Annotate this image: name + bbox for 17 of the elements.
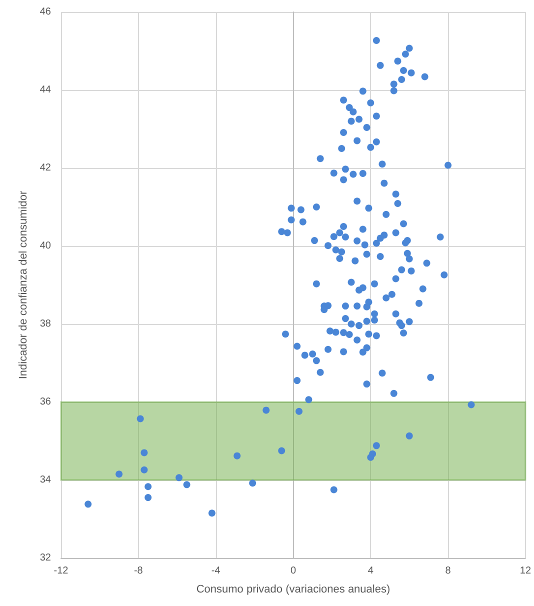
x-tick-label: -4 [211, 566, 221, 576]
x-tick-label: -12 [54, 566, 69, 576]
x-tick-label: 12 [520, 566, 532, 576]
y-tick-label: 38 [40, 318, 52, 330]
y-tick-label: 42 [40, 162, 52, 174]
y-tick-label: 46 [40, 6, 52, 18]
x-tick-label: -8 [134, 566, 144, 576]
x-tick-label: 0 [290, 566, 296, 576]
x-tick-label: 8 [445, 566, 452, 576]
y-tick-label: 44 [40, 84, 52, 96]
y-tick-label: 36 [40, 396, 52, 408]
y-tick-label: 34 [40, 474, 52, 486]
y-axis-title: Indicador de confianza del consumidor [17, 190, 30, 380]
x-axis-title: Consumo privado (variaciones anuales) [196, 584, 390, 596]
y-tick-label: 32 [40, 552, 52, 564]
y-tick-label: 40 [40, 240, 52, 252]
x-tick-label: 4 [368, 566, 374, 576]
